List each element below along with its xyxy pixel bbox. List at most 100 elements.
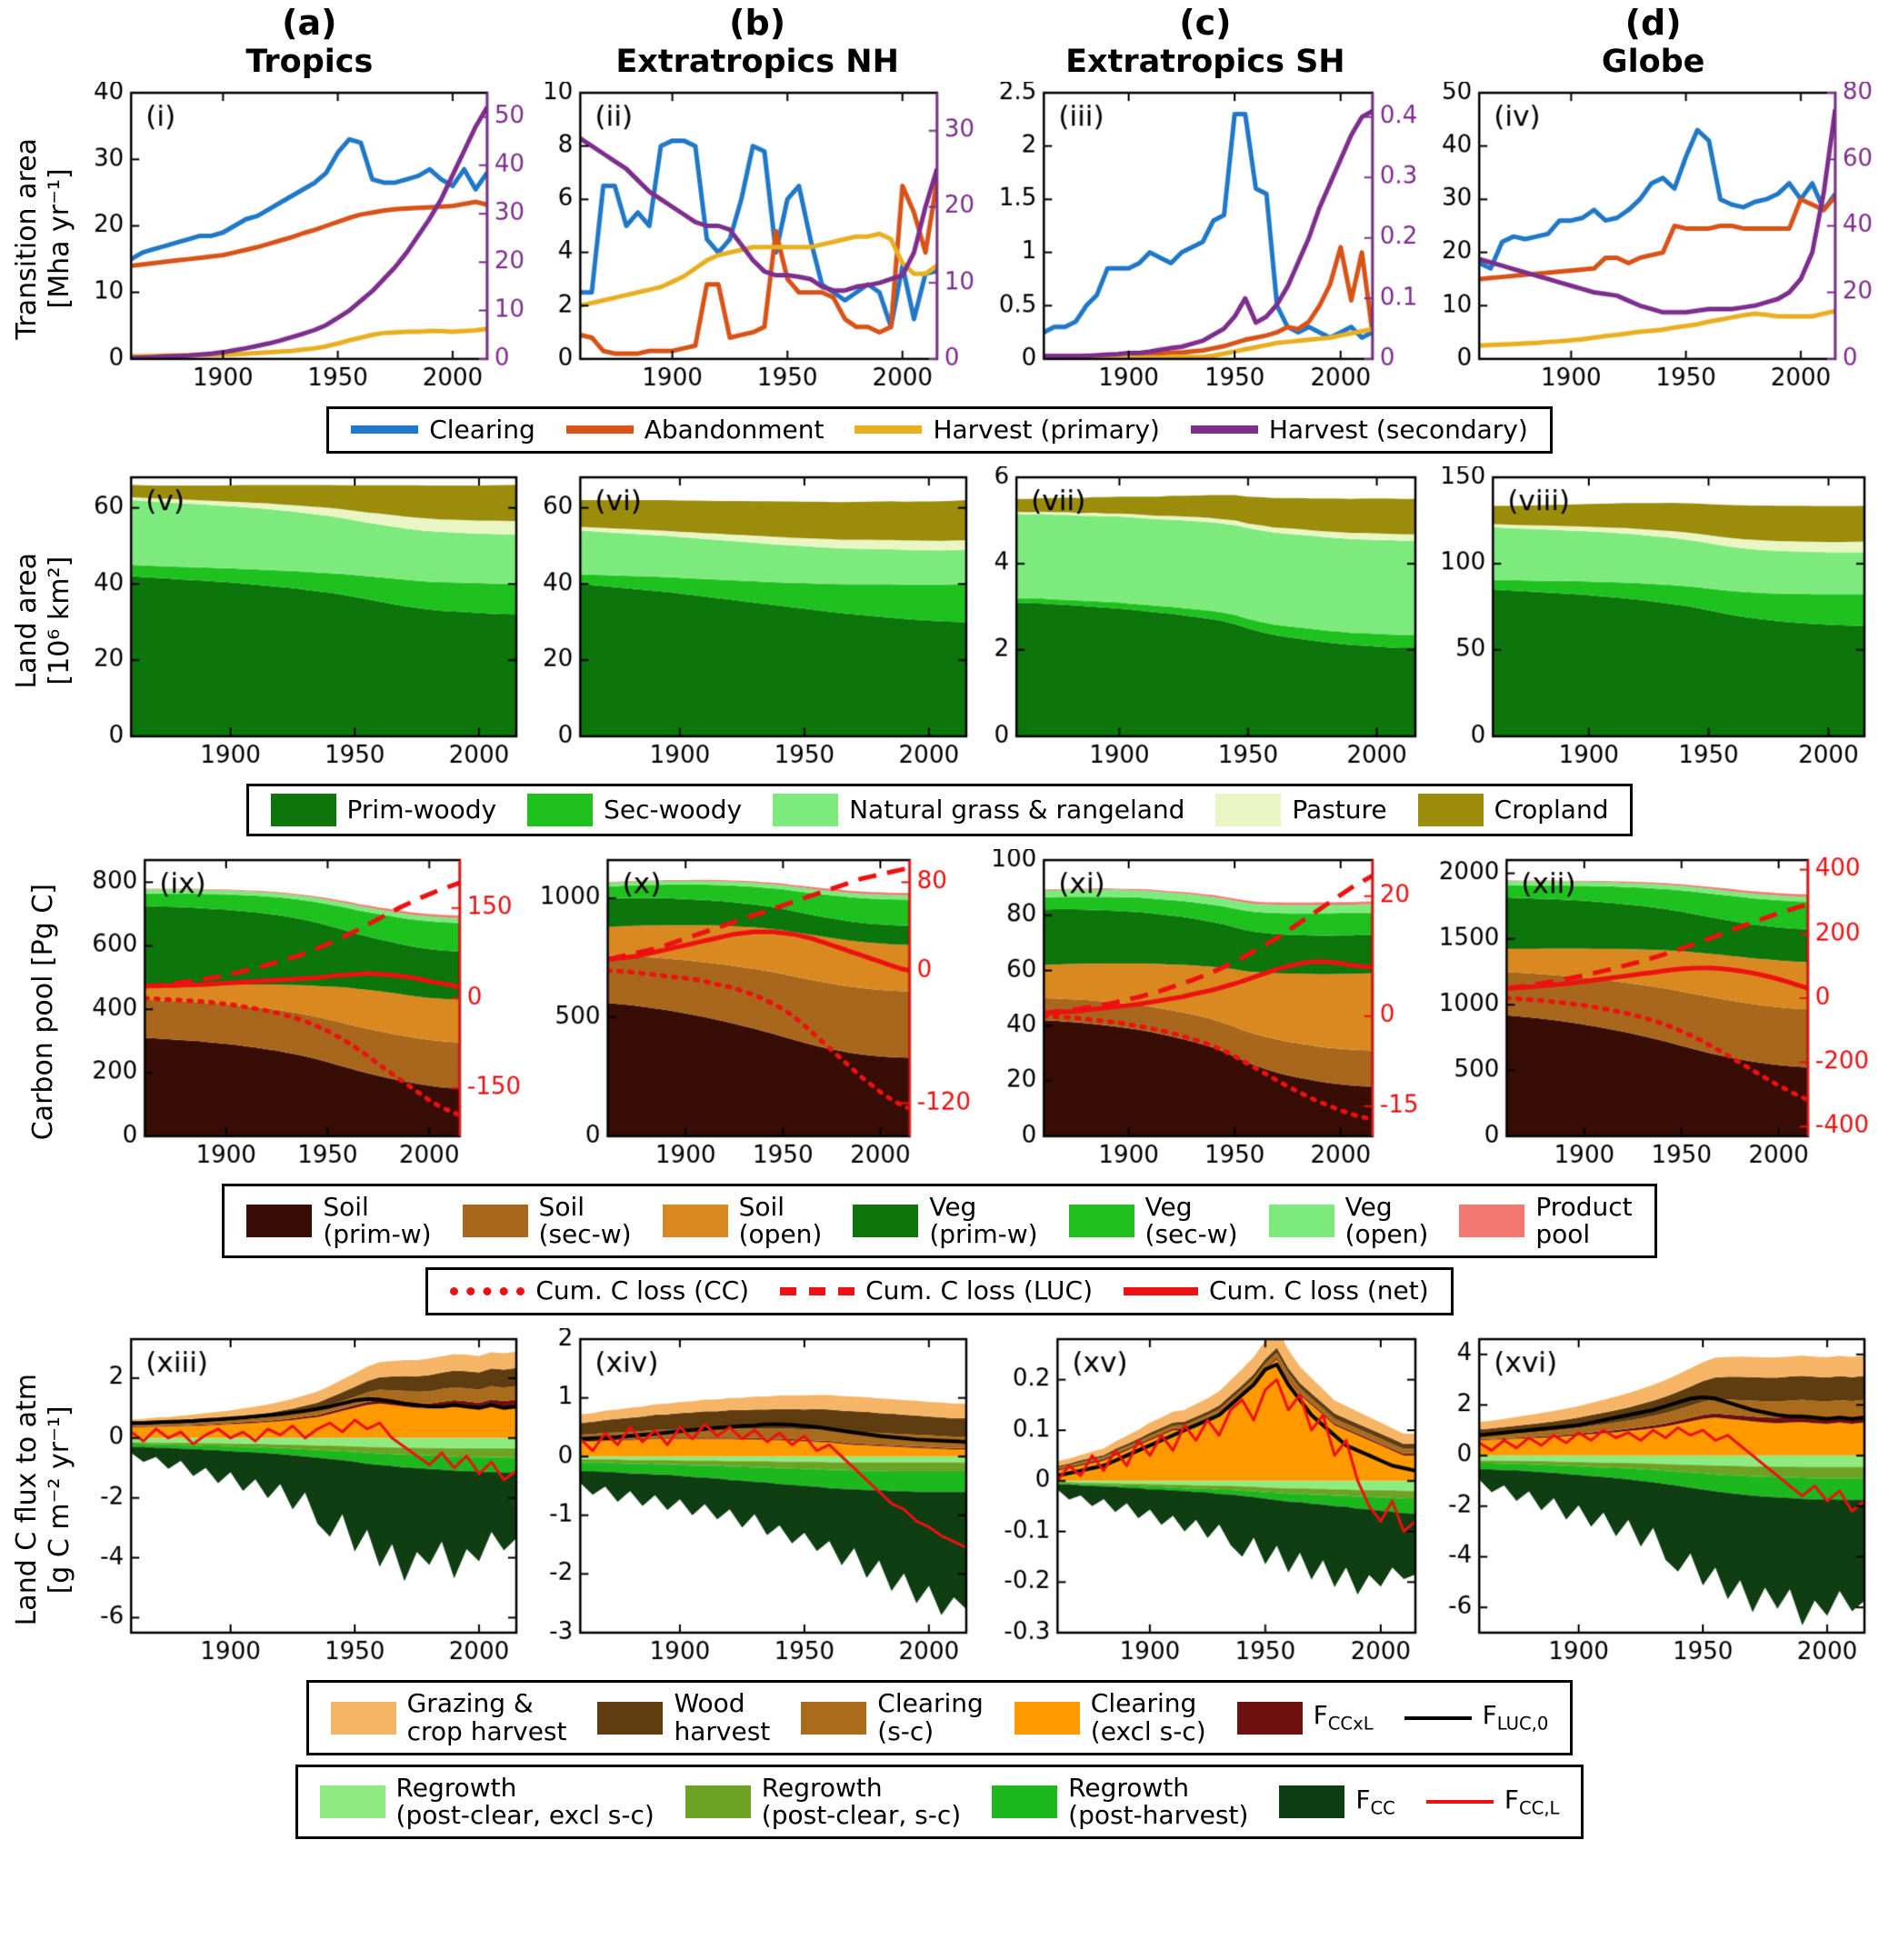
fill-swatch-icon: [1268, 1205, 1334, 1238]
legend-item: FCC: [1279, 1784, 1395, 1819]
panels-row-transition: [85, 81, 1877, 397]
column-letter: (a): [282, 3, 337, 43]
fill-swatch-icon: [1279, 1785, 1345, 1819]
legend-label: Cropland: [1494, 795, 1609, 825]
line-swatch-icon: [351, 425, 419, 435]
legend-label: Soil (open): [738, 1191, 823, 1250]
legend-item: FCCxL: [1236, 1700, 1374, 1735]
chart-panel-ii: [535, 81, 979, 397]
legend-label: FCC,L: [1504, 1784, 1560, 1819]
legend-item: Prim-woody: [270, 794, 496, 827]
legend-label: FCC: [1355, 1784, 1395, 1819]
legend-box: Soil (prim-w) Soil (sec-w) Soil (open) Veg (pri…: [222, 1183, 1657, 1259]
fill-swatch-icon: [1417, 794, 1484, 827]
y-axis-title-carbon-pool: Carbon pool [Pg C]: [27, 884, 59, 1141]
chart-panel-viii: [1433, 465, 1877, 775]
column-letter: (b): [729, 3, 786, 43]
panels-row-land-area: [85, 465, 1877, 775]
legend-item: Harvest (secondary): [1190, 414, 1528, 445]
row-transition-area: Transition area [Mha yr⁻¹]: [2, 81, 1877, 397]
legend-label: Veg (prim-w): [929, 1191, 1038, 1250]
legend-label: Pasture: [1292, 795, 1387, 825]
legend-label: Product pool: [1535, 1191, 1633, 1250]
fill-swatch-icon: [270, 794, 336, 827]
legend-label: Grazing & crop harvest: [406, 1688, 567, 1746]
thinline-swatch-icon: [1425, 1800, 1494, 1805]
legend-label: Soil (sec-w): [538, 1191, 632, 1250]
chart-panel-vi: [535, 465, 979, 775]
chart-panel-v: [85, 465, 530, 775]
multi-panel-figure: (a) Tropics (b) Extratropics NH (c) Extratrop…: [2, 3, 1877, 1840]
column-header-extratropics-sh: (c) Extratropics SH: [982, 3, 1430, 80]
panels-row-flux: [85, 1327, 1877, 1672]
legend-label: Sec-woody: [604, 795, 743, 825]
panels-row-carbon-pool: [85, 849, 1877, 1175]
fill-swatch-icon: [992, 1785, 1058, 1819]
fill-swatch-icon: [1236, 1701, 1303, 1735]
legend-label: Wood harvest: [674, 1688, 771, 1746]
row-carbon-pool: Carbon pool [Pg C]: [2, 849, 1877, 1175]
y-axis-label-cell: Transition area [Mha yr⁻¹]: [2, 82, 85, 397]
header-spacer: [2, 4, 85, 80]
y-axis-title-land-c-flux: Land C flux to atm [g C m⁻² yr⁻¹]: [11, 1373, 75, 1626]
legend-item: FLUC,0: [1404, 1702, 1548, 1734]
chart-panel-i: [85, 81, 530, 397]
legend-label: Regrowth (post-harvest): [1068, 1772, 1249, 1831]
column-title: Extratropics SH: [1065, 43, 1345, 80]
legend-label: Harvest (primary): [933, 414, 1160, 445]
legend-box: Grazing & crop harvest Wood harvest Clearing…: [305, 1680, 1574, 1755]
legend-label: Abandonment: [644, 414, 825, 445]
fill-swatch-icon: [1215, 794, 1282, 827]
legend-label: Regrowth (post-clear, s-c): [761, 1772, 962, 1831]
legend-item: Veg (sec-w): [1068, 1193, 1238, 1248]
legend-item: Clearing: [351, 414, 535, 445]
fill-swatch-icon: [801, 1701, 867, 1735]
fill-swatch-icon: [246, 1205, 313, 1238]
column-letter: (c): [1179, 3, 1232, 43]
y-axis-title-transition-area: Transition area [Mha yr⁻¹]: [11, 138, 75, 340]
dashed-swatch-icon: [780, 1287, 855, 1296]
chart-panel-xv: [984, 1327, 1428, 1672]
chart-panel-iii: [984, 81, 1428, 397]
line-swatch-icon: [1190, 425, 1258, 435]
fill-swatch-icon: [1014, 1701, 1080, 1735]
legend-item: Regrowth (post-clear, excl s-c): [319, 1772, 655, 1831]
legend-item: Clearing (excl s-c): [1014, 1690, 1206, 1745]
fill-swatch-icon: [773, 794, 839, 827]
legend-item: Abandonment: [565, 414, 825, 445]
legend-item: Regrowth (post-clear, s-c): [685, 1772, 962, 1831]
legend-item: Soil (open): [662, 1191, 823, 1250]
fill-swatch-icon: [685, 1785, 751, 1819]
legend-box: Cum. C loss (CC) Cum. C loss (LUC) Cum. C …: [425, 1267, 1454, 1315]
legend-label: Soil (prim-w): [323, 1191, 432, 1250]
legend-label: Harvest (secondary): [1268, 414, 1528, 445]
fill-swatch-icon: [853, 1205, 919, 1238]
legend-item: Product pool: [1459, 1191, 1633, 1250]
legend-label: Regrowth (post-clear, excl s-c): [395, 1772, 655, 1831]
legend-label: Clearing: [429, 414, 535, 445]
chart-panel-xiii: [85, 1327, 530, 1672]
y-axis-label-cell: Land C flux to atm [g C m⁻² yr⁻¹]: [2, 1328, 85, 1672]
legend-item: Cum. C loss (net): [1124, 1277, 1429, 1305]
legend-label: Cum. C loss (LUC): [865, 1275, 1094, 1306]
legend-item: Cum. C loss (LUC): [780, 1277, 1093, 1305]
fill-swatch-icon: [527, 794, 594, 827]
fill-swatch-icon: [662, 1205, 728, 1238]
column-header-extratropics-nh: (b) Extratropics NH: [534, 3, 982, 80]
legend-label: Cum. C loss (net): [1209, 1275, 1429, 1306]
legend-label: FCCxL: [1313, 1700, 1374, 1735]
legend-label: Clearing (s-c): [877, 1688, 984, 1746]
legend-label: Veg (open): [1344, 1191, 1429, 1250]
y-axis-label-cell: Carbon pool [Pg C]: [2, 849, 85, 1175]
column-title: Tropics: [245, 43, 374, 80]
chart-panel-xi: [984, 849, 1428, 1175]
column-headers: (a) Tropics (b) Extratropics NH (c) Extratrop…: [2, 3, 1877, 80]
legend-item: Soil (prim-w): [246, 1191, 432, 1250]
dotted-swatch-icon: [450, 1287, 525, 1296]
thinline-swatch-icon: [1404, 1715, 1472, 1720]
legend-item: Soil (sec-w): [462, 1191, 632, 1250]
solidline-swatch-icon: [1124, 1287, 1199, 1296]
legend-carbon-pools: Soil (prim-w) Soil (sec-w) Soil (open) Veg (pri…: [2, 1183, 1877, 1315]
legend-item: Clearing (s-c): [801, 1690, 984, 1745]
chart-panel-xvi: [1433, 1327, 1877, 1672]
